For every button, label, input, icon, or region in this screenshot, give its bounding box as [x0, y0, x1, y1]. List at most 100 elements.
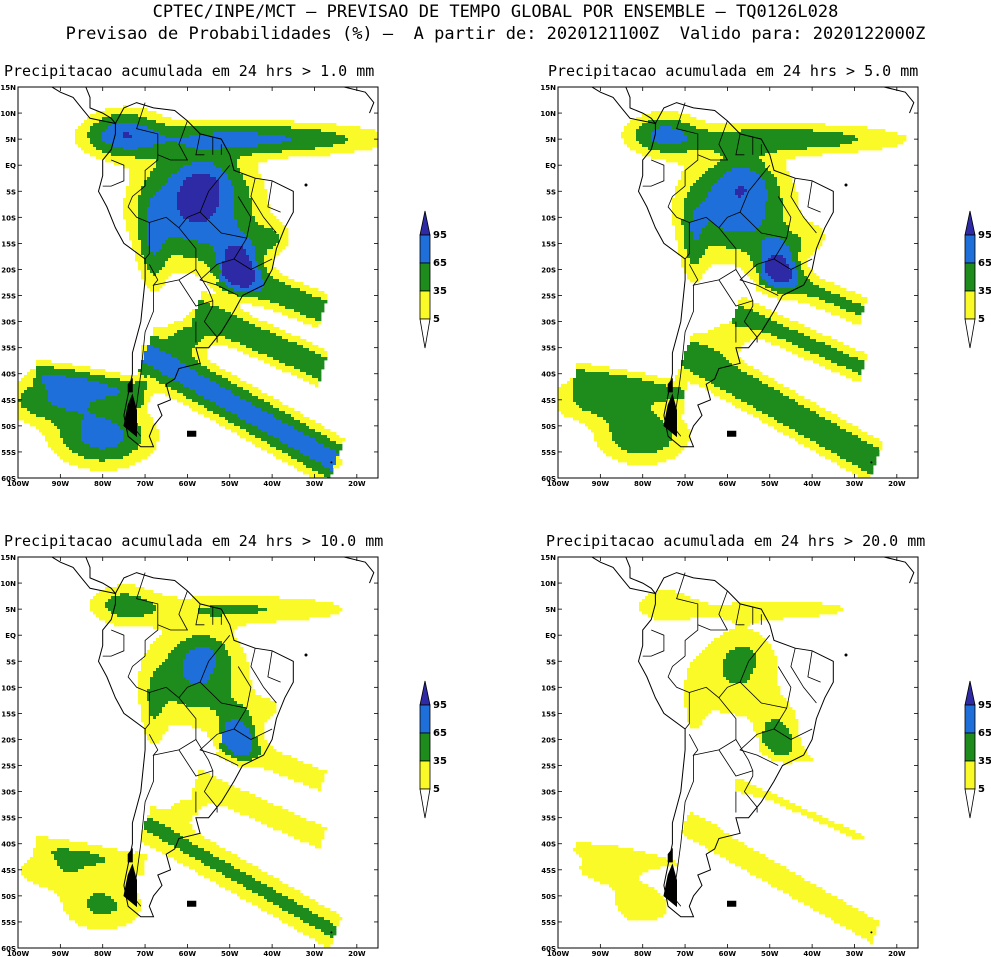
- lat-tick-label: 10N: [0, 110, 16, 118]
- lon-tick-label: 60W: [719, 950, 737, 957]
- panel-title-1mm: Precipitacao acumulada em 24 hrs > 1.0 m…: [4, 62, 375, 80]
- lon-tick-label: 70W: [676, 950, 694, 957]
- lon-tick-label: 50W: [761, 480, 779, 488]
- lon-tick-label: 100W: [547, 480, 570, 488]
- map-panel-1mm: 15N 10N 5N EQ 5S 10S 15S 20S 25S 30S 35S 40S 45S 50S 5…: [0, 80, 420, 490]
- lat-tick-label: 15S: [541, 710, 556, 718]
- lat-tick-label: 25S: [541, 763, 556, 771]
- lon-tick-label: 90W: [592, 950, 610, 957]
- lat-tick-label: 15S: [1, 240, 16, 248]
- lat-tick-label: 60S: [1, 945, 16, 953]
- lon-tick-label: 30W: [306, 480, 324, 488]
- colorbar-level-label: 95: [433, 700, 447, 711]
- lat-tick-label: 55S: [1, 449, 16, 457]
- lon-tick-label: 80W: [94, 480, 112, 488]
- lon-tick-label: 50W: [221, 480, 239, 488]
- colorbar-level-label: 35: [978, 756, 991, 767]
- lon-tick-label: 60W: [179, 950, 197, 957]
- lat-tick-label: 25S: [541, 293, 556, 301]
- lat-tick-label: 5N: [545, 606, 556, 614]
- lat-tick-label: 5S: [546, 188, 556, 196]
- colorbar-level-label: 5: [433, 784, 440, 795]
- lat-tick-label: 55S: [541, 449, 556, 457]
- lon-tick-label: 30W: [846, 480, 864, 488]
- lat-tick-label: 15N: [540, 554, 556, 562]
- lat-tick-label: 10N: [540, 110, 556, 118]
- map-panel-5mm: 15N 10N 5N EQ 5S 10S 15S 20S 25S 30S 35S 40S 45S 50S 5…: [540, 80, 960, 490]
- lat-tick-label: 5S: [546, 658, 556, 666]
- lat-tick-label: 35S: [541, 815, 556, 823]
- lat-tick-label: 30S: [1, 319, 16, 327]
- lat-tick-label: 5N: [545, 136, 556, 144]
- lat-tick-label: 30S: [541, 789, 556, 797]
- lat-tick-label: 45S: [541, 397, 556, 405]
- lat-tick-label: 25S: [1, 763, 16, 771]
- lat-tick-label: 45S: [1, 397, 16, 405]
- colorbar-level-label: 35: [978, 286, 991, 297]
- lat-tick-label: 45S: [1, 867, 16, 875]
- lat-tick-label: 10S: [1, 214, 16, 222]
- lat-tick-label: 50S: [541, 893, 556, 901]
- lon-tick-label: 40W: [803, 480, 821, 488]
- lat-tick-label: 60S: [541, 475, 556, 483]
- colorbar-level-label: 5: [978, 784, 985, 795]
- colorbar-bottom-left: 95 65 35 5: [419, 680, 447, 819]
- lat-tick-label: 55S: [1, 919, 16, 927]
- lat-tick-label: 50S: [1, 423, 16, 431]
- lon-tick-label: 50W: [761, 950, 779, 957]
- colorbar-level-label: 5: [433, 314, 440, 325]
- lat-tick-label: 60S: [541, 945, 556, 953]
- lat-tick-label: 30S: [1, 789, 16, 797]
- lat-tick-label: 40S: [1, 371, 16, 379]
- lat-tick-label: EQ: [545, 162, 556, 170]
- lat-tick-label: 20S: [1, 736, 16, 744]
- colorbar-bottom-right: 95 65 35 5: [964, 680, 991, 819]
- lat-tick-label: 25S: [1, 293, 16, 301]
- lon-tick-label: 60W: [719, 480, 737, 488]
- colorbar-level-label: 95: [978, 230, 991, 241]
- header-line-2: Previsao de Probabilidades (%) – A parti…: [65, 24, 926, 44]
- lon-tick-label: 50W: [221, 950, 239, 957]
- lon-tick-label: 20W: [888, 950, 906, 957]
- colorbar-level-label: 35: [433, 756, 447, 767]
- lat-tick-label: 10S: [1, 684, 16, 692]
- lat-tick-label: 50S: [1, 893, 16, 901]
- lon-tick-label: 70W: [676, 480, 694, 488]
- colorbar-level-label: 65: [978, 728, 991, 739]
- lon-tick-label: 100W: [7, 480, 30, 488]
- lat-tick-label: 15N: [0, 84, 16, 92]
- lat-tick-label: 10S: [541, 214, 556, 222]
- lat-tick-label: 5S: [6, 658, 16, 666]
- lat-tick-label: 40S: [541, 841, 556, 849]
- lat-tick-label: 35S: [1, 815, 16, 823]
- colorbar-level-label: 5: [978, 314, 985, 325]
- lat-tick-label: 15S: [1, 710, 16, 718]
- lat-tick-label: 5N: [5, 136, 16, 144]
- lon-tick-label: 20W: [348, 950, 366, 957]
- lat-tick-label: EQ: [545, 632, 556, 640]
- map-panel-10mm: 15N 10N 5N EQ 5S 10S 15S 20S 25S 30S 35S 40S 45S 50S 5…: [0, 550, 420, 957]
- lat-tick-label: 40S: [1, 841, 16, 849]
- panel-title-20mm: Precipitacao acumulada em 24 hrs > 20.0 …: [546, 532, 926, 550]
- lat-tick-label: 20S: [541, 736, 556, 744]
- colorbar-level-label: 65: [433, 258, 447, 269]
- lon-tick-label: 20W: [348, 480, 366, 488]
- lon-tick-label: 80W: [634, 480, 652, 488]
- lat-tick-label: 10N: [0, 580, 16, 588]
- lon-tick-label: 20W: [888, 480, 906, 488]
- lat-tick-label: 60S: [1, 475, 16, 483]
- lat-tick-label: EQ: [5, 162, 16, 170]
- colorbar-top-right: 95 65 35 5: [964, 210, 991, 349]
- lon-tick-label: 70W: [136, 480, 154, 488]
- panel-title-10mm: Precipitacao acumulada em 24 hrs > 10.0 …: [4, 532, 384, 550]
- lon-tick-label: 70W: [136, 950, 154, 957]
- panel-title-5mm: Precipitacao acumulada em 24 hrs > 5.0 m…: [548, 62, 919, 80]
- lon-tick-label: 80W: [634, 950, 652, 957]
- lon-tick-label: 90W: [52, 480, 70, 488]
- lon-tick-label: 40W: [803, 950, 821, 957]
- lat-tick-label: 20S: [541, 266, 556, 274]
- colorbar-level-label: 95: [433, 230, 447, 241]
- lat-tick-label: 10S: [541, 684, 556, 692]
- lon-tick-label: 100W: [547, 950, 570, 957]
- lon-tick-label: 80W: [94, 950, 112, 957]
